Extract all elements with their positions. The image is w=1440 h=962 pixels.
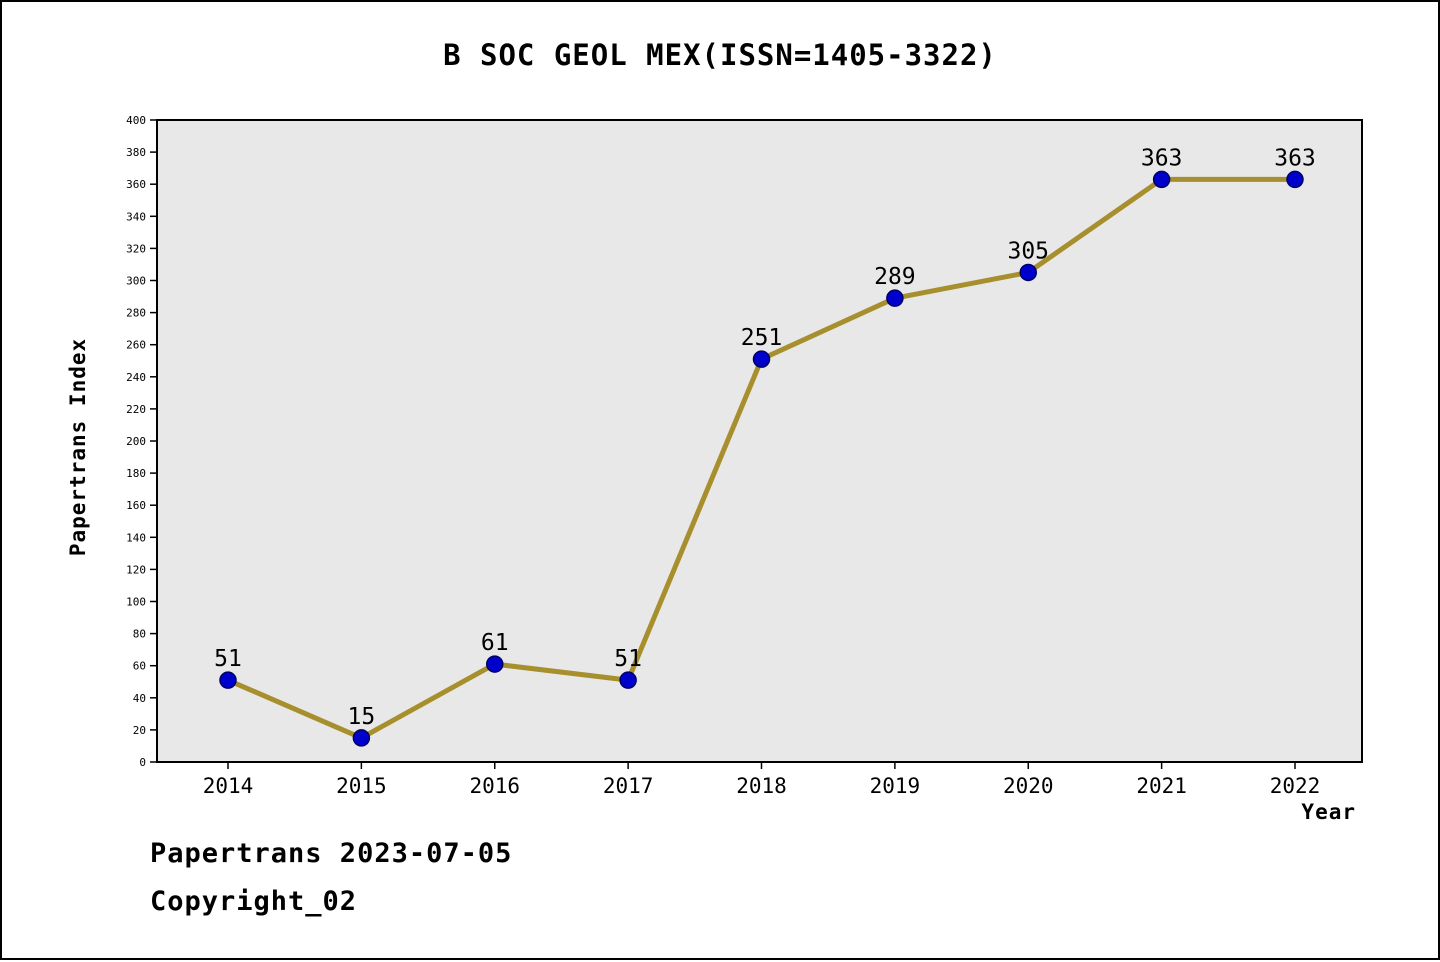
data-point-label: 289 [874, 264, 916, 290]
y-tick-label: 320 [126, 242, 146, 255]
y-axis-label: Papertrans Index [66, 337, 90, 557]
data-point-label: 251 [741, 325, 783, 351]
y-tick-label: 40 [133, 692, 146, 705]
y-tick-label: 340 [126, 210, 146, 223]
data-point [1019, 263, 1037, 282]
x-tick-label: 2018 [736, 774, 787, 798]
y-tick-label: 360 [126, 178, 146, 191]
y-tick-label: 220 [126, 403, 146, 416]
data-point [352, 729, 371, 747]
data-point-label: 363 [1141, 145, 1183, 171]
x-tick-label: 2015 [336, 774, 387, 798]
y-tick-label: 20 [133, 724, 146, 737]
x-axis-label: Year [1301, 800, 1356, 824]
data-point-label: 15 [348, 704, 376, 730]
data-point-label: 363 [1274, 145, 1316, 171]
y-tick-label: 380 [126, 146, 146, 159]
y-tick-label: 400 [126, 114, 146, 127]
x-tick-label: 2019 [870, 774, 921, 798]
data-point [752, 350, 771, 368]
x-tick-label: 2022 [1270, 774, 1321, 798]
data-point-label: 61 [481, 630, 509, 656]
data-point-label: 305 [1007, 238, 1049, 264]
footer-date: Papertrans 2023-07-05 [150, 838, 513, 869]
data-point [1286, 170, 1304, 189]
x-tick-label: 2021 [1136, 774, 1187, 798]
plot-area [156, 119, 1363, 763]
data-point-label: 51 [614, 646, 642, 672]
y-tick-label: 200 [126, 435, 146, 448]
y-tick-label: 60 [133, 660, 146, 673]
y-tick-label: 0 [139, 756, 146, 769]
x-tick-label: 2017 [603, 774, 654, 798]
data-point [1152, 170, 1171, 189]
y-tick-label: 160 [126, 499, 146, 512]
y-tick-label: 260 [126, 339, 146, 352]
data-point [619, 671, 637, 689]
data-point-label: 51 [214, 646, 242, 672]
data-point [886, 289, 904, 307]
y-tick-label: 80 [133, 628, 146, 641]
data-point [486, 655, 504, 673]
y-tick-label: 280 [126, 307, 146, 320]
y-tick-label: 100 [126, 596, 146, 609]
data-point [219, 671, 237, 689]
footer-copyright: Copyright_02 [150, 886, 358, 917]
y-tick-label: 140 [126, 531, 146, 544]
x-tick-label: 2016 [469, 774, 520, 798]
x-tick-label: 2020 [1003, 774, 1054, 798]
x-tick-label: 2014 [203, 774, 254, 798]
y-tick-label: 120 [126, 563, 146, 576]
y-tick-label: 300 [126, 275, 146, 288]
chart-title: B SOC GEOL MEX(ISSN=1405-3322) [443, 38, 997, 72]
y-tick-label: 240 [126, 371, 146, 384]
y-tick-label: 180 [126, 467, 146, 480]
